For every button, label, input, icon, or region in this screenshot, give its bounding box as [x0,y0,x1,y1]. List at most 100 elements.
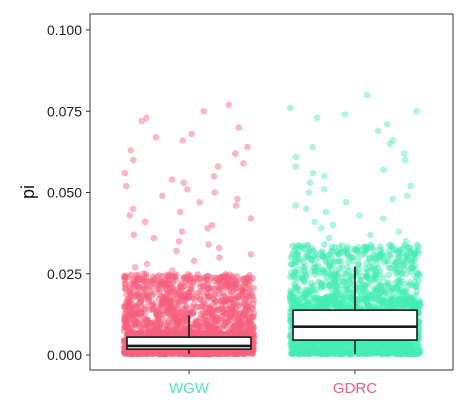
data-point [126,298,133,305]
data-point [356,247,364,254]
data-point [126,212,134,219]
data-point [397,252,404,259]
data-point [232,305,240,313]
data-point [354,287,362,294]
data-point [175,238,183,245]
data-point [395,228,403,235]
data-point [234,294,242,301]
data-point [367,231,374,239]
data-point [208,221,216,229]
data-point [373,286,381,294]
boxplots [126,266,418,355]
data-point [401,156,409,164]
data-point [361,282,368,290]
data-point [302,205,310,213]
data-point [355,261,362,268]
data-point [288,349,295,357]
data-point [178,291,186,298]
data-point [232,150,239,157]
data-point [128,310,135,317]
data-point [244,143,251,151]
data-point [153,319,160,327]
data-point [297,256,304,263]
data-point [134,276,142,283]
data-point [343,340,351,348]
data-point [307,256,315,264]
data-point [166,290,173,297]
data-point [325,234,333,242]
data-point [385,348,392,356]
data-point [329,282,337,289]
data-point [228,288,235,295]
data-point [300,276,307,284]
data-point [178,228,186,235]
data-point [177,312,184,320]
data-point [232,277,240,285]
data-point [326,261,334,269]
data-point [218,324,226,331]
data-point [292,163,299,170]
data-point [400,257,407,265]
data-point [211,189,218,196]
data-point [143,260,151,268]
data-point [306,290,313,298]
data-point [180,179,188,187]
data-point [344,286,351,294]
data-point [372,255,379,263]
data-point [168,176,176,183]
data-point [241,308,249,316]
data-point [292,245,300,252]
data-point [189,324,196,331]
data-point [212,297,220,305]
data-point [318,280,326,287]
data-point [403,192,411,200]
data-point [232,202,240,209]
data-point [380,166,387,174]
data-point [408,268,416,276]
points-gdrc [286,91,424,358]
data-point [123,182,130,190]
data-point [379,215,387,222]
data-point [319,297,326,305]
data-point [372,294,380,302]
data-point [389,195,397,203]
data-point [247,215,255,222]
data-point [391,266,398,274]
data-point [138,309,145,317]
y-tick-label: 0.050 [47,185,82,201]
data-point [132,293,139,301]
data-point [127,147,135,154]
data-point [401,150,408,157]
data-point [143,114,150,122]
data-point [239,287,246,295]
data-point [174,286,181,293]
data-point [373,345,380,353]
x-tick-label-wgw: WGW [169,380,210,397]
data-point [163,295,170,303]
box-wgw [126,315,252,355]
data-point [203,289,211,297]
data-point [375,300,382,308]
data-point [196,322,204,330]
y-tick-label: 0.100 [47,22,82,38]
data-point [309,143,316,151]
data-point [141,218,149,226]
data-point [353,347,360,354]
data-point [225,101,233,109]
data-point [325,303,333,311]
data-point [408,249,416,257]
data-point [196,199,203,206]
data-point [172,302,180,310]
data-point [414,340,421,348]
data-point [137,298,145,305]
data-point [152,134,160,141]
data-point [188,130,195,138]
data-point [407,182,414,190]
data-point [195,350,202,358]
data-point [121,303,128,310]
data-point [398,270,405,278]
data-point [187,309,194,317]
data-point [381,259,388,267]
data-point [340,247,348,255]
data-point [245,285,253,293]
